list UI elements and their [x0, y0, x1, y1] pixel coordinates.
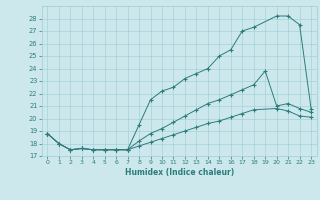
X-axis label: Humidex (Indice chaleur): Humidex (Indice chaleur) [124, 168, 234, 177]
